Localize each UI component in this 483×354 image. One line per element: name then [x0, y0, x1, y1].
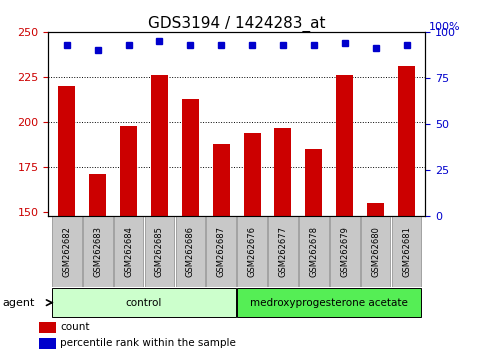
Bar	[330, 216, 359, 287]
Bar	[114, 216, 143, 287]
Bar	[206, 216, 236, 287]
Bar	[299, 216, 329, 287]
Bar	[274, 127, 291, 216]
Bar	[243, 133, 261, 216]
Text: GSM262685: GSM262685	[155, 226, 164, 277]
Bar	[151, 75, 168, 216]
Bar	[305, 149, 322, 216]
Text: GSM262684: GSM262684	[124, 226, 133, 277]
Bar	[268, 216, 298, 287]
Bar	[52, 288, 236, 317]
Bar	[52, 216, 82, 287]
Text: GSM262680: GSM262680	[371, 226, 380, 277]
Bar	[336, 75, 353, 216]
Title: GDS3194 / 1424283_at: GDS3194 / 1424283_at	[148, 16, 326, 32]
Text: percentile rank within the sample: percentile rank within the sample	[60, 338, 236, 348]
Text: agent: agent	[2, 298, 35, 308]
Text: medroxyprogesterone acetate: medroxyprogesterone acetate	[250, 298, 408, 308]
Bar	[144, 216, 174, 287]
Bar	[367, 203, 384, 216]
Text: GSM262681: GSM262681	[402, 226, 411, 277]
Bar	[120, 126, 137, 216]
Text: GSM262676: GSM262676	[248, 226, 256, 277]
Bar	[175, 216, 205, 287]
Text: GSM262687: GSM262687	[217, 226, 226, 277]
Bar	[83, 216, 113, 287]
Bar	[237, 216, 267, 287]
Text: GSM262686: GSM262686	[186, 226, 195, 277]
Bar	[237, 288, 421, 317]
Bar	[39, 322, 56, 333]
Text: GSM262683: GSM262683	[93, 226, 102, 277]
Text: count: count	[60, 322, 90, 332]
Bar	[89, 175, 106, 216]
Text: GSM262682: GSM262682	[62, 226, 71, 277]
Text: GSM262679: GSM262679	[340, 226, 349, 277]
Text: GSM262677: GSM262677	[279, 226, 287, 277]
Bar	[398, 66, 415, 216]
Bar	[392, 216, 421, 287]
Bar	[58, 86, 75, 216]
Bar	[361, 216, 390, 287]
Text: control: control	[126, 298, 162, 308]
Bar	[182, 99, 199, 216]
Text: GSM262678: GSM262678	[310, 226, 318, 277]
Bar	[213, 144, 230, 216]
Text: 100%: 100%	[429, 22, 460, 32]
Bar	[39, 338, 56, 349]
